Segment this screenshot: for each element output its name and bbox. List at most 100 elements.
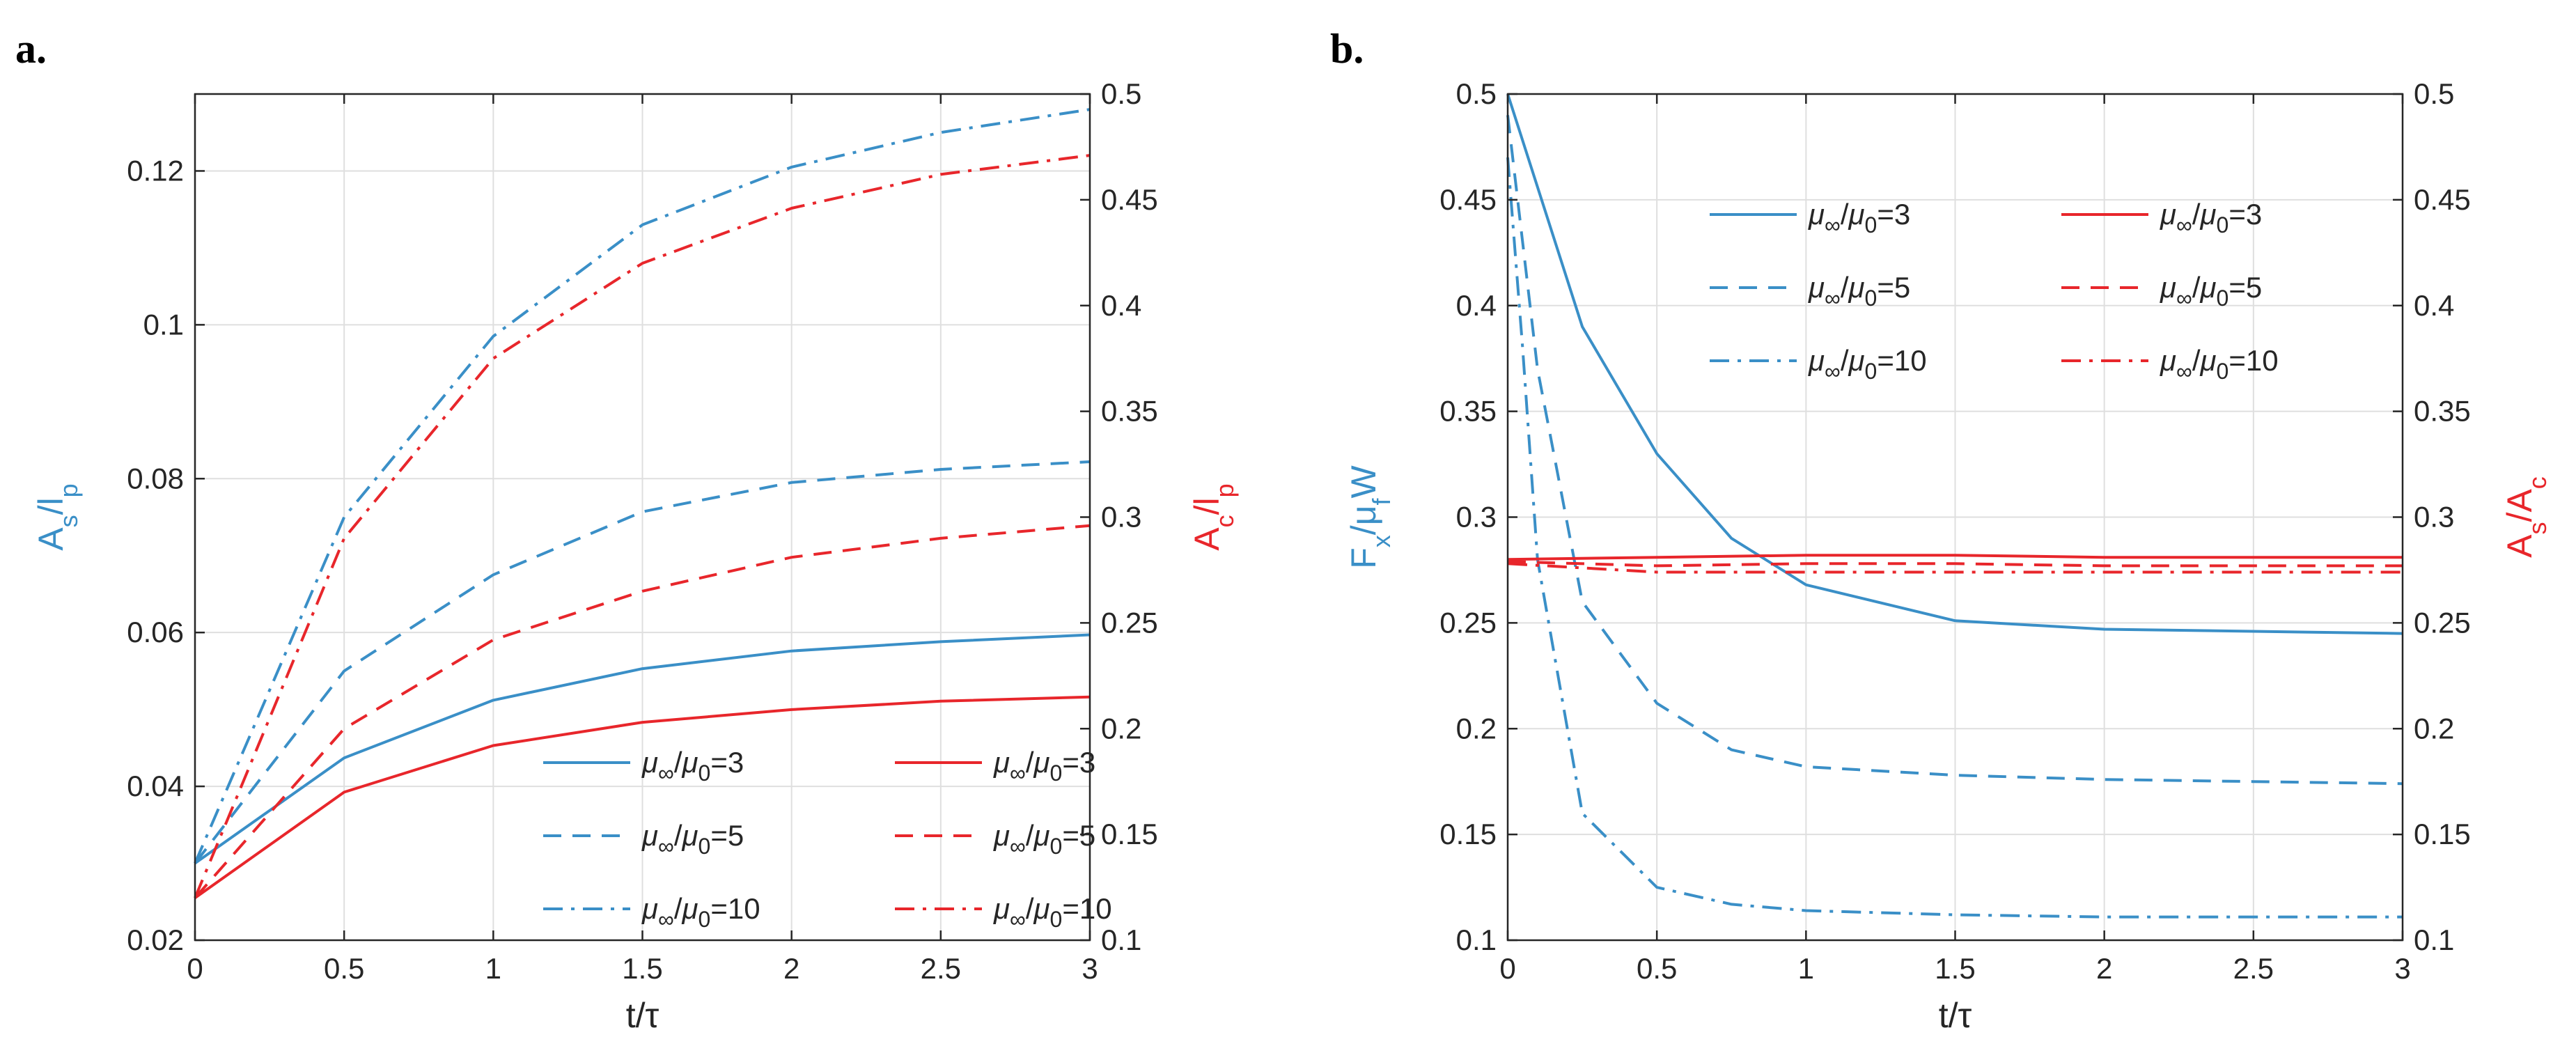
legend-sub: 0: [1865, 212, 1878, 237]
y-tick-label-left: 0.2: [1456, 712, 1497, 745]
legend-slash: /: [1841, 344, 1849, 377]
x-axis-label: t/τ: [1939, 996, 1972, 1035]
legend-sub: ∞: [1010, 907, 1026, 932]
y-tick-label-right: 0.3: [1101, 501, 1141, 533]
y-tick-label-left: 0.25: [1439, 606, 1497, 639]
y-tick-label-left: 0.02: [127, 923, 184, 956]
x-axis: 0 0.5 1 1.5 2 2.5 3: [1499, 94, 2411, 985]
legend-value: =5: [710, 819, 744, 852]
panel-label: b.: [1330, 26, 1364, 72]
legend-slash: /: [2192, 344, 2201, 377]
legend-mu: μ: [2160, 198, 2176, 231]
y-tick-label-right: 0.25: [1101, 606, 1158, 639]
legend-slash: /: [1026, 892, 1034, 925]
legend-value: =3: [1877, 198, 1910, 231]
legend-label: μ∞/μ0=10: [2160, 344, 2279, 384]
legend-label: μ∞/μ0=3: [2160, 198, 2262, 237]
y-tick-label-right: 0.3: [2414, 501, 2454, 533]
y-tick-label-right: 0.4: [1101, 289, 1141, 322]
series-group: [194, 108, 1091, 899]
y-axis-label-left-main: l: [31, 497, 70, 505]
legend: μ∞/μ0=3μ∞/μ0=5μ∞/μ0=10μ∞/μ0=3μ∞/μ0=5μ∞/μ…: [543, 746, 1112, 932]
legend-label: μ∞/μ0=3: [1808, 198, 1910, 237]
legend-sub: 0: [698, 907, 711, 932]
legend-label: μ∞/μ0=3: [993, 746, 1095, 786]
x-tick-label: 2.5: [2233, 952, 2274, 985]
legend-mu: μ: [1848, 271, 1865, 304]
y-axis-left: 0.1 0.15 0.2 0.25 0.3 0.35 0.4 0.45 0.5: [1439, 77, 1517, 956]
series-line-red-solid: [1507, 554, 2403, 561]
y-axis-label-left-group: Fx/μfW: [1344, 465, 1396, 568]
legend-sub: 0: [698, 834, 711, 859]
legend: μ∞/μ0=3μ∞/μ0=5μ∞/μ0=10μ∞/μ0=3μ∞/μ0=5μ∞/μ…: [1710, 198, 2279, 384]
y-axis-label-left-slash: /: [1344, 525, 1383, 535]
y-axis-label-left-sub: x: [1367, 535, 1396, 547]
x-tick-label: 0: [187, 952, 203, 985]
legend-sub: 0: [698, 761, 711, 786]
legend-mu: μ: [2160, 344, 2176, 377]
y-tick-label-left: 0.35: [1439, 395, 1497, 428]
legend-sub: ∞: [2176, 359, 2192, 384]
legend-slash: /: [2192, 271, 2201, 304]
y-axis-right: 0.1 0.15 0.2 0.25 0.3 0.35 0.4 0.45 0.5: [2393, 77, 2471, 956]
legend-mu: μ: [1848, 198, 1865, 231]
legend-mu: μ: [641, 819, 658, 852]
legend-sub: ∞: [1010, 761, 1026, 786]
y-axis-label-left: As/lp: [31, 483, 83, 550]
series-line-red-dashed: [194, 524, 1091, 899]
legend-value: =10: [1877, 344, 1926, 377]
x-tick-label: 0.5: [324, 952, 364, 985]
legend-label: μ∞/μ0=10: [993, 892, 1112, 932]
legend-slash: /: [674, 746, 682, 779]
y-tick-label-right: 0.25: [2414, 606, 2471, 639]
y-tick-label-left: 0.45: [1439, 183, 1497, 216]
legend-slash: /: [674, 892, 682, 925]
x-tick-label: 1.5: [1935, 952, 1975, 985]
y-tick-label-right: 0.1: [2414, 923, 2454, 956]
y-axis-label-left-slash: /: [31, 505, 70, 515]
x-tick-label: 3: [2394, 952, 2410, 985]
x-tick-label: 1: [1798, 952, 1814, 985]
y-tick-label-right: 0.2: [1101, 712, 1141, 745]
y-tick-label-left: 0.06: [127, 616, 184, 648]
legend-sub: 0: [1865, 359, 1878, 384]
x-tick-label: 0: [1499, 952, 1515, 985]
y-tick-label-right: 0.45: [2414, 183, 2471, 216]
legend-label: μ∞/μ0=5: [993, 819, 1095, 859]
y-axis-label-right-sub: p: [1210, 483, 1239, 497]
y-axis-label-left-sub: f: [1367, 497, 1396, 505]
legend-mu: μ: [1033, 892, 1050, 925]
panel-a: a.0 0.5 1 1.5 2 2.5 3t/τ0.020.040.060.080.10.1…: [15, 26, 1239, 1035]
legend-value: =5: [1877, 271, 1910, 304]
series-line-blue-dashdot: [194, 108, 1091, 864]
x-tick-label: 3: [1082, 952, 1098, 985]
legend-slash: /: [1841, 271, 1849, 304]
series-line-blue-solid: [194, 633, 1091, 865]
legend-mu: μ: [682, 819, 698, 852]
legend-value: =3: [1062, 746, 1095, 779]
y-axis-label-right-sub: s: [2523, 522, 2552, 534]
y-axis-label-right-main: A: [2500, 489, 2539, 513]
series-line-blue-dashed: [1506, 115, 2403, 786]
legend-sub: 0: [1050, 907, 1063, 932]
legend-value: =10: [710, 892, 760, 925]
y-tick-label-right: 0.35: [1101, 395, 1158, 428]
series-line-red-dashed: [1507, 560, 2403, 568]
y-tick-label-right: 0.15: [2414, 818, 2471, 850]
legend-sub: ∞: [2176, 212, 2192, 237]
legend-value: =10: [2228, 344, 2278, 377]
series-line-red-dashdot: [1507, 562, 2403, 574]
y-axis-label-right-sub: c: [1210, 515, 1239, 527]
y-axis-label-left-main: F: [1344, 547, 1383, 569]
y-axis-label-left-main: μ: [1344, 505, 1383, 525]
y-axis-label-right-group: Ac/lp: [1187, 483, 1239, 550]
y-axis-label-right: Ac/lp: [1187, 483, 1239, 550]
y-tick-label-right: 0.35: [2414, 395, 2471, 428]
legend-sub: 0: [2217, 359, 2229, 384]
series-line-blue-dashed: [194, 460, 1091, 864]
legend-slash: /: [674, 819, 682, 852]
legend-sub: 0: [2217, 212, 2229, 237]
legend-value: =10: [1062, 892, 1111, 925]
legend-mu: μ: [682, 892, 698, 925]
